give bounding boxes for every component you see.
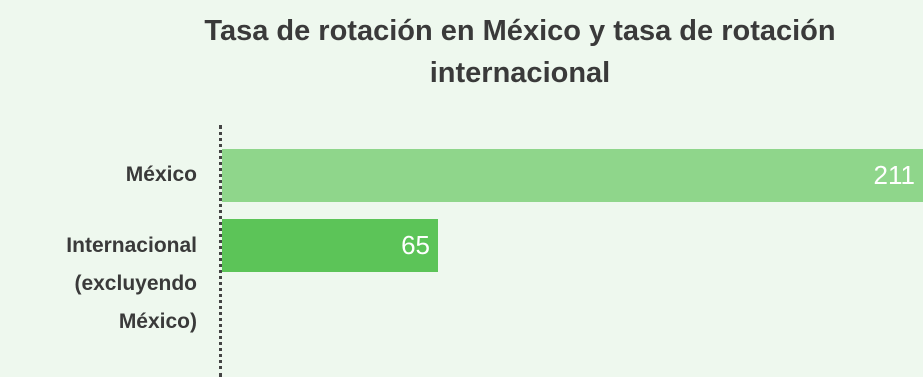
category-label-mexico: México (125, 163, 197, 186)
chart-title: Tasa de rotación en México y tasa de rot… (204, 15, 836, 89)
bar-mexico: 211 (222, 149, 923, 202)
data-label-mexico: 211 (873, 160, 915, 190)
bar-internacional: 65 (222, 219, 438, 272)
category-label-internacional: Internacional (excluyendo México) (66, 234, 197, 333)
data-label-internacional: 65 (401, 230, 430, 260)
category-axis-line (219, 125, 222, 377)
